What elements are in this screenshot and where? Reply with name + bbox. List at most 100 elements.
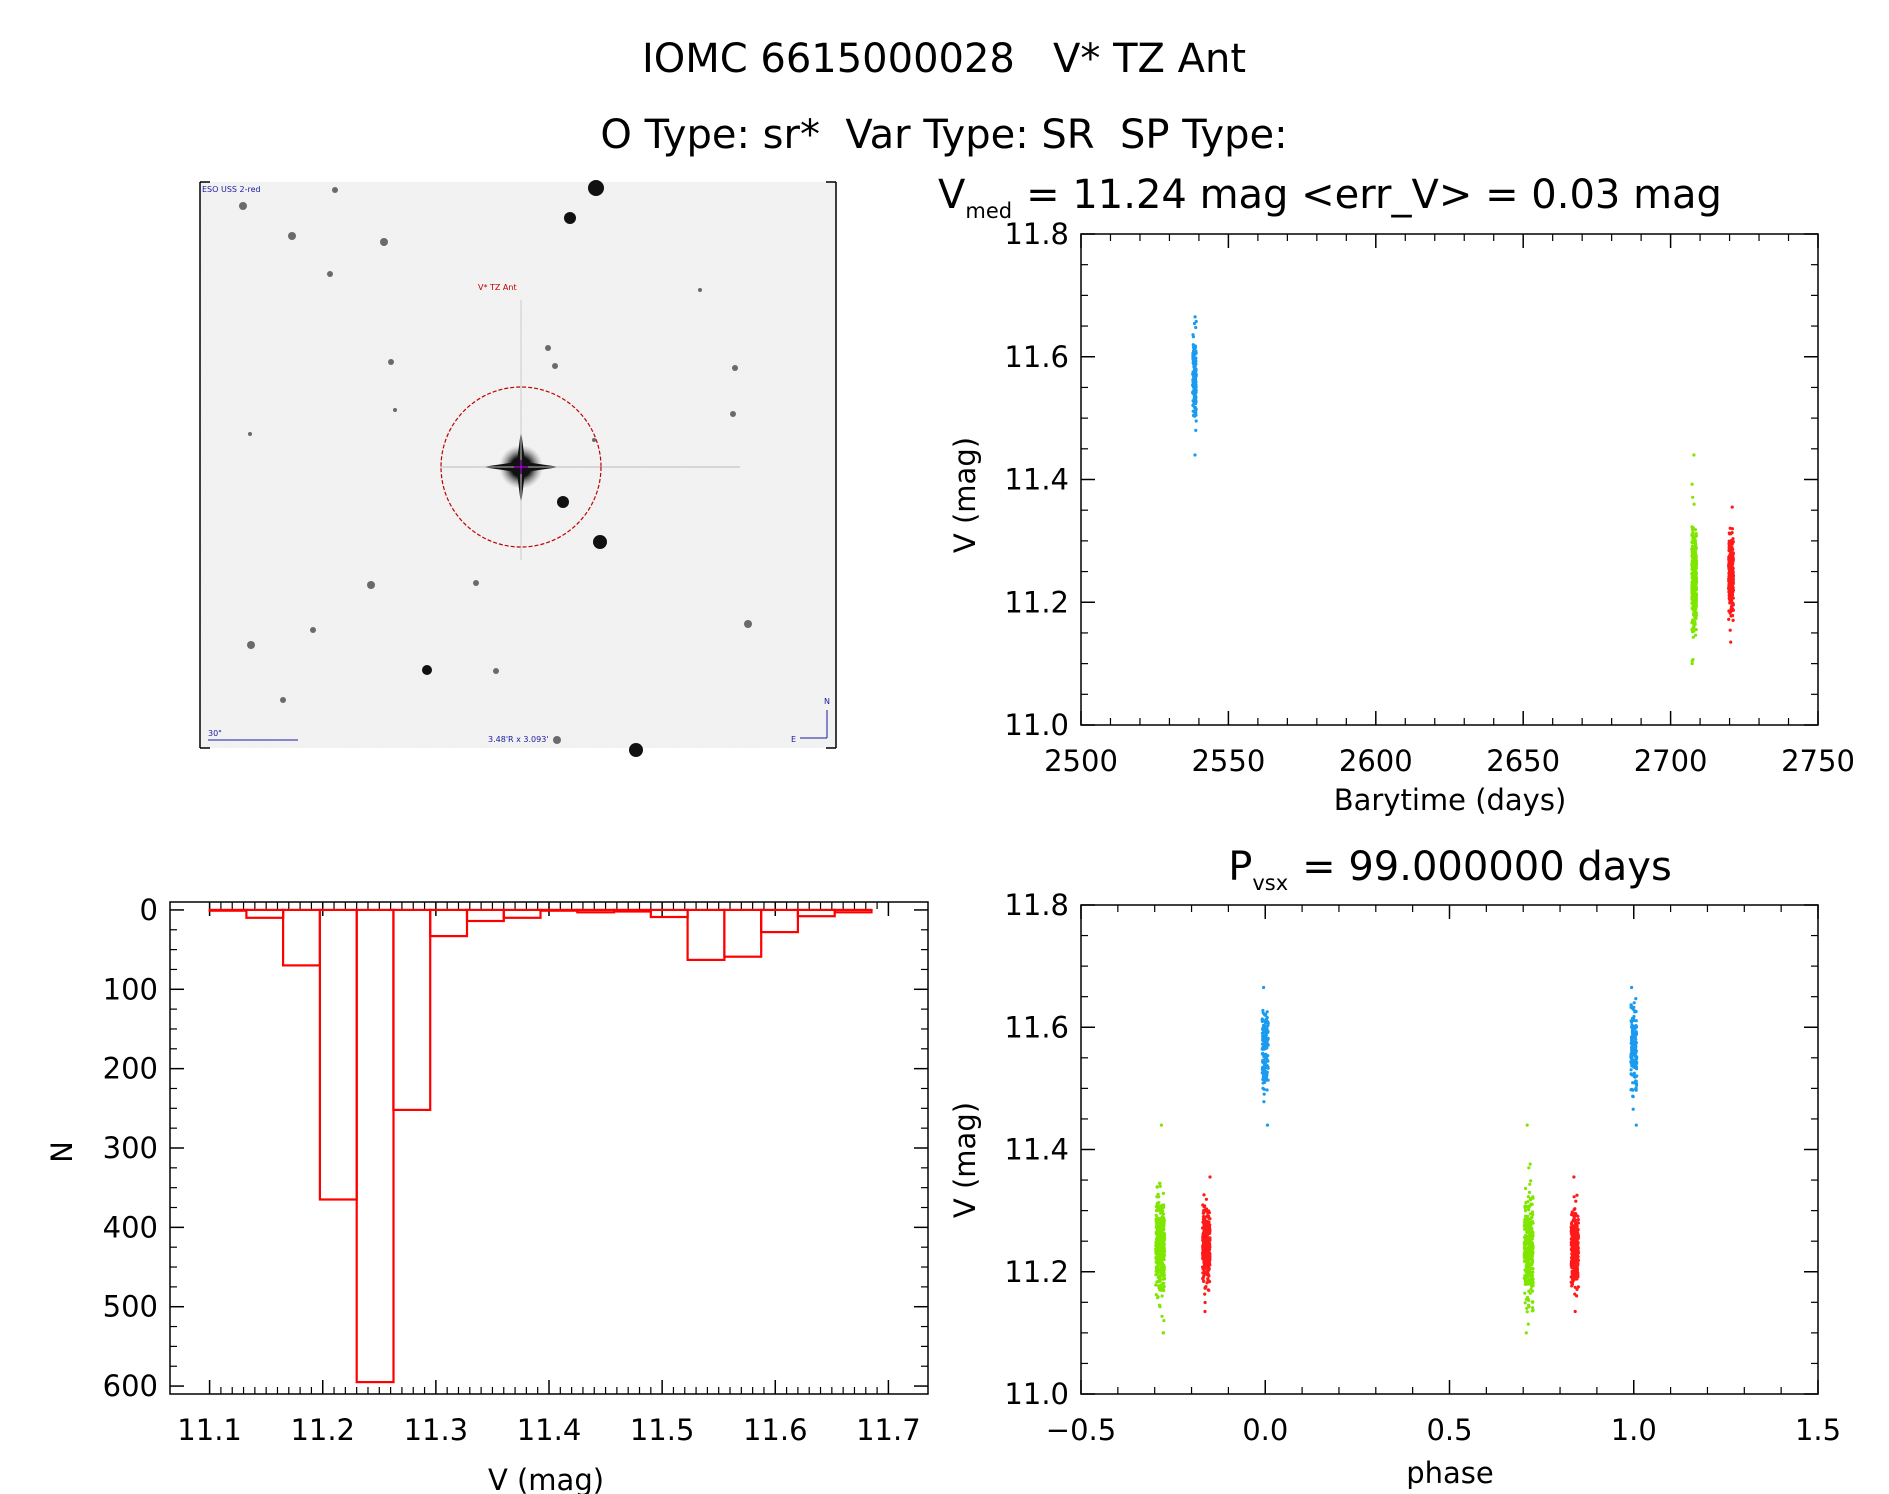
- target-label: V* TZ Ant: [478, 283, 517, 292]
- phased-point-green: [1156, 1224, 1160, 1228]
- phased-point-blue: [1633, 1042, 1637, 1046]
- phased-point-blue: [1263, 1026, 1267, 1030]
- lightcurve-point-blue: [1194, 397, 1198, 402]
- finder-image: ESO USS 2-red V* TZ Ant 30" 3.48'R x 3.0…: [199, 180, 837, 757]
- phased-point-blue: [1634, 997, 1638, 1001]
- phased-point-red: [1202, 1238, 1206, 1243]
- phased-point-green: [1528, 1268, 1532, 1272]
- histogram-plot-frame: [169, 901, 929, 1395]
- histogram-bar: [392, 908, 432, 1112]
- phased-point-red: [1575, 1221, 1579, 1225]
- lightcurve-point-green: [1694, 603, 1698, 607]
- lightcurve-point-red: [1731, 618, 1735, 623]
- lightcurve-point-green: [1691, 635, 1695, 639]
- phased-point-green: [1155, 1195, 1159, 1199]
- phased-point-red: [1574, 1229, 1578, 1233]
- phased-point-blue: [1266, 1078, 1270, 1082]
- lightcurve-point-green: [1694, 628, 1698, 632]
- histogram-bar: [208, 908, 248, 912]
- phased-point-red: [1205, 1248, 1209, 1252]
- lightcurve-point-green: [1691, 626, 1695, 630]
- field-star: [629, 743, 643, 757]
- lightcurve-plot-frame: [1080, 233, 1819, 726]
- phased-point-red: [1569, 1229, 1573, 1233]
- lightcurve-point-green: [1690, 547, 1694, 551]
- lightcurve-point-green: [1694, 633, 1698, 637]
- lightcurve-point-green: [1690, 630, 1695, 634]
- lightcurve-title-rest: = 11.24 mag <err_V> = 0.03 mag: [1026, 172, 1722, 218]
- lightcurve-point-blue: [1192, 344, 1196, 348]
- phased-xtick-label: 1.5: [1795, 1413, 1841, 1447]
- phased-point-blue: [1262, 985, 1266, 990]
- phased-point-green: [1525, 1257, 1529, 1261]
- lightcurve-ytick-label: 11.2: [1004, 585, 1069, 619]
- phased-point-green: [1156, 1296, 1160, 1300]
- phased-point-red: [1575, 1224, 1579, 1228]
- lightcurve-point-blue: [1192, 348, 1196, 352]
- lightcurve-point-red: [1729, 640, 1733, 644]
- phased-point-green: [1158, 1242, 1162, 1246]
- phased-point-green: [1528, 1182, 1532, 1186]
- phased-point-red: [1576, 1285, 1580, 1289]
- east-label: E: [791, 735, 796, 744]
- lightcurve-point-green: [1693, 566, 1697, 570]
- phased-point-green: [1161, 1277, 1165, 1281]
- phased-point-red: [1201, 1215, 1206, 1219]
- phased-point-green: [1525, 1269, 1529, 1273]
- phased-point-red: [1204, 1238, 1208, 1242]
- lightcurve-point-green: [1690, 567, 1694, 571]
- histogram-xtick-label: 11.2: [290, 1413, 355, 1447]
- phased-point-red: [1206, 1213, 1210, 1218]
- lightcurve-point-green: [1691, 536, 1695, 540]
- phased-title: Pvsx = 99.000000 days: [1228, 844, 1672, 895]
- phased-point-red: [1203, 1218, 1207, 1222]
- lightcurve-point-blue: [1191, 356, 1195, 360]
- phased-point-blue: [1261, 1011, 1265, 1015]
- phased-point-blue: [1264, 1012, 1268, 1016]
- lightcurve-point-red: [1731, 596, 1735, 600]
- phased-point-green: [1531, 1213, 1535, 1217]
- phased-point-green: [1528, 1217, 1533, 1221]
- lightcurve-point-green: [1691, 599, 1695, 603]
- phased-point-green: [1154, 1255, 1158, 1259]
- phased-point-blue: [1263, 1019, 1267, 1023]
- phased-point-green: [1162, 1219, 1166, 1223]
- field-star: [327, 271, 333, 277]
- phased-ytick-label: 11.4: [1004, 1133, 1069, 1167]
- phased-point-green: [1156, 1235, 1160, 1239]
- phased-point-green: [1154, 1204, 1158, 1209]
- phased-point-green: [1528, 1204, 1532, 1208]
- phased-point-blue: [1631, 1030, 1635, 1034]
- phased-point-blue: [1262, 1092, 1266, 1096]
- phased-point-red: [1573, 1214, 1577, 1218]
- phased-point-blue: [1634, 1065, 1639, 1069]
- phased-point-blue: [1265, 1010, 1269, 1014]
- histogram-bar: [318, 908, 358, 1201]
- histogram-bar: [282, 908, 322, 967]
- histogram-bar: [576, 908, 616, 914]
- lightcurve-xtick-label: 2750: [1781, 744, 1855, 778]
- field-star: [564, 212, 576, 224]
- phased-point-green: [1530, 1220, 1534, 1224]
- phased-point-green: [1161, 1191, 1165, 1195]
- histogram-bar: [686, 908, 726, 962]
- histogram-bar: [833, 908, 873, 914]
- lightcurve-point-blue: [1192, 377, 1196, 382]
- field-star: [367, 581, 375, 589]
- lightcurve-point-green: [1694, 563, 1699, 567]
- lightcurve-point-red: [1729, 593, 1733, 598]
- lightcurve-point-green: [1691, 594, 1696, 598]
- phased-point-green: [1524, 1278, 1528, 1282]
- phased-point-green: [1156, 1275, 1160, 1279]
- phased-point-green: [1523, 1186, 1528, 1191]
- lightcurve-point-red: [1728, 628, 1732, 632]
- phased-point-green: [1158, 1227, 1162, 1231]
- phased-xtick-label: 0.0: [1242, 1413, 1288, 1447]
- phased-plot-frame: [1080, 904, 1819, 1395]
- phased-point-blue: [1634, 1025, 1639, 1029]
- phased-point-red: [1571, 1277, 1575, 1281]
- phased-point-blue: [1262, 1087, 1266, 1091]
- phased-title-main: P: [1228, 844, 1252, 890]
- phased-point-green: [1161, 1212, 1166, 1216]
- phased-point-green: [1161, 1331, 1165, 1335]
